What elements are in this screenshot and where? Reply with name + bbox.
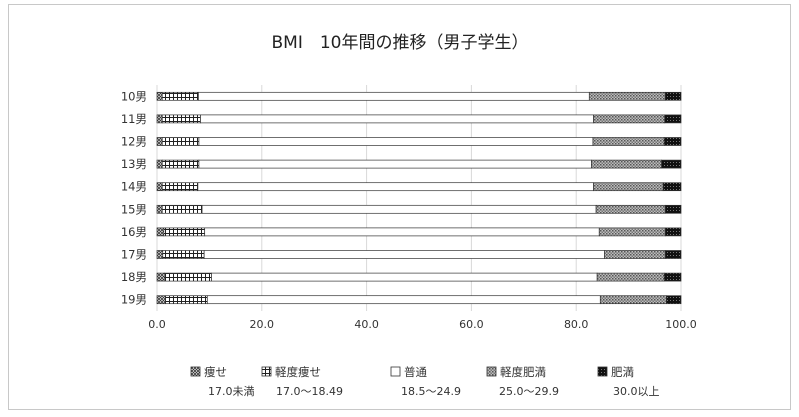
- bar-segment: [599, 295, 667, 305]
- category-label: 19男: [121, 293, 147, 307]
- x-tick-label: 20.0: [250, 318, 275, 331]
- bar-segment: [156, 250, 164, 259]
- legend-swatch: [190, 366, 201, 377]
- category-label: 11男: [121, 112, 147, 126]
- legend-swatch: [261, 366, 272, 377]
- legend-sublabel: 17.0～18.49: [276, 385, 343, 398]
- legend-sublabel: 30.0以上: [613, 385, 660, 398]
- legend-sublabel: 25.0～29.9: [499, 385, 559, 398]
- legend-swatch: [597, 366, 608, 377]
- bar-segment: [161, 182, 199, 192]
- x-tick-label: 0.0: [148, 318, 166, 331]
- bar-segment: [204, 227, 600, 237]
- bar-segment: [156, 295, 166, 305]
- legend-sublabel: 17.0未満: [208, 385, 255, 398]
- legend-sublabel: 18.5～24.9: [401, 385, 461, 398]
- category-label: 16男: [121, 225, 147, 239]
- chart-svg: BMI 10年間の推移（男子学生） 10男11男12男13男14男15男16男1…: [121, 33, 697, 398]
- chart-title: BMI 10年間の推移（男子学生）: [272, 33, 529, 53]
- bar-segment: [588, 91, 666, 101]
- bar-segment: [197, 182, 594, 192]
- bar-segment: [663, 137, 682, 146]
- legend-label: 普通: [404, 365, 427, 379]
- legend-label: 軽度痩せ: [275, 365, 321, 379]
- bars: [156, 91, 682, 305]
- legend-label: 痩せ: [204, 365, 227, 379]
- bar-segment: [664, 114, 682, 124]
- bar-segment: [156, 204, 163, 214]
- category-label: 18男: [121, 270, 147, 284]
- bar-segment: [663, 272, 682, 282]
- bar-segment: [156, 137, 163, 146]
- bar-segment: [593, 182, 664, 192]
- bar-segment: [206, 295, 601, 305]
- bar-segment: [198, 137, 594, 146]
- chart-frame: BMI 10年間の推移（男子学生） 10男 11男 12男 13男 14男 15男 16男 1…: [8, 4, 791, 410]
- bar-segment: [595, 204, 666, 214]
- bar-segment: [162, 250, 205, 259]
- bar-segment: [593, 114, 666, 124]
- bar-segment: [203, 250, 605, 259]
- bar-segment: [661, 159, 682, 169]
- bar-segment: [161, 159, 200, 169]
- x-axis-ticks: 0.0 20.0 40.0 60.0 80.0 100.0: [148, 318, 697, 331]
- bar-segment: [156, 159, 163, 169]
- x-tick-label: 40.0: [354, 318, 379, 331]
- bar-segment: [598, 227, 666, 237]
- bar-segment: [163, 272, 212, 282]
- bar-segment: [156, 272, 165, 282]
- bar-segment: [198, 159, 592, 169]
- bar-segment: [161, 91, 199, 101]
- category-label: 12男: [121, 135, 147, 149]
- legend-swatch: [486, 366, 497, 377]
- x-tick-label: 80.0: [564, 318, 589, 331]
- category-label: 17男: [121, 248, 147, 262]
- legend-label: 軽度肥満: [500, 365, 546, 379]
- legend-label: 肥満: [611, 365, 634, 379]
- category-label: 13男: [121, 157, 147, 171]
- x-tick-label: 60.0: [459, 318, 484, 331]
- category-label: 15男: [121, 202, 147, 216]
- bar-segment: [161, 137, 200, 146]
- bar-segment: [664, 250, 682, 259]
- bar-segment: [156, 91, 163, 101]
- legend-swatch: [390, 366, 401, 377]
- bar-segment: [163, 227, 206, 237]
- bar-segment: [665, 295, 682, 305]
- bar-segment: [201, 204, 597, 214]
- category-label: 10男: [121, 89, 147, 103]
- bar-segment: [664, 227, 682, 237]
- category-label: 14男: [121, 180, 147, 194]
- bar-segment: [591, 159, 662, 169]
- bar-segment: [156, 114, 163, 124]
- bar-segment: [161, 204, 203, 214]
- bar-segment: [161, 114, 201, 124]
- bar-segment: [592, 137, 665, 146]
- bar-segment: [662, 182, 682, 192]
- bar-segment: [664, 91, 682, 101]
- category-labels: 10男 11男 12男 13男 14男 15男 16男 17男 18男 19男: [121, 89, 147, 306]
- bar-segment: [200, 114, 594, 124]
- bar-segment: [198, 91, 590, 101]
- bar-segment: [156, 227, 165, 237]
- bar-segment: [664, 204, 682, 214]
- bar-segment: [165, 295, 208, 305]
- bar-segment: [156, 182, 163, 192]
- bar-segment: [211, 272, 598, 282]
- x-tick-label: 100.0: [665, 318, 697, 331]
- legend: 痩せ 17.0未満 軽度痩せ 17.0～18.49 普通 18.5～24.9 軽度肥満 25.…: [190, 365, 660, 398]
- bar-segment: [604, 250, 666, 259]
- bar-segment: [596, 272, 665, 282]
